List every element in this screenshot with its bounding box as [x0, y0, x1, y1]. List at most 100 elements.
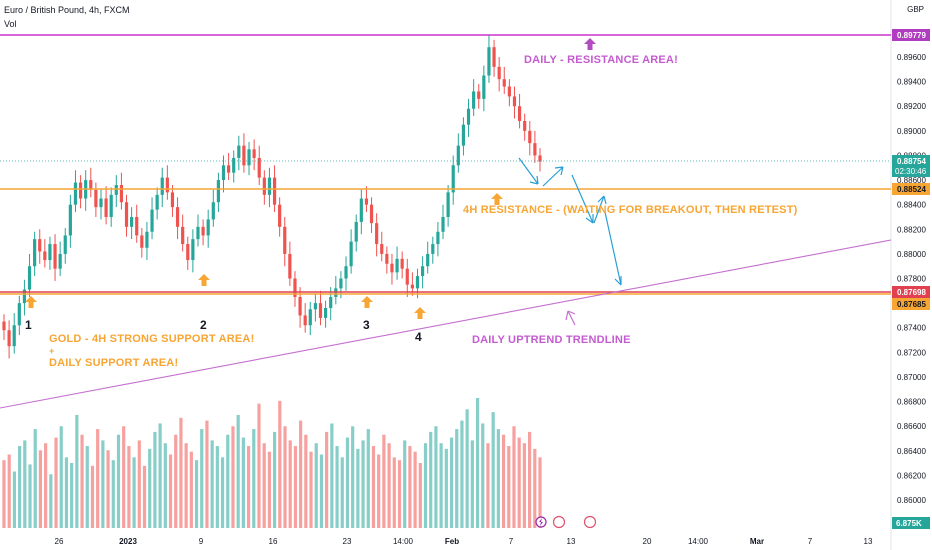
time-axis-ticks: 26 2023 9 16 23 14:00 Feb 7 13 20 14:00 Mar 7 13 — [55, 537, 873, 546]
volume-bar — [210, 440, 214, 528]
volume-bar — [7, 454, 11, 528]
touch-label-1: 1 — [25, 318, 32, 332]
candle-body — [466, 108, 471, 125]
price-tick-label: 0.86000 — [897, 496, 926, 505]
resistance-price-text: 0.89779 — [897, 31, 926, 40]
volume-bar — [314, 443, 318, 528]
daily-resistance-annotation: DAILY - RESISTANCE AREA! — [524, 54, 678, 66]
candle-body — [390, 263, 394, 273]
volume-bar — [49, 474, 53, 528]
volume-bar — [527, 431, 532, 528]
volume-bar — [481, 423, 485, 528]
up-arrow-icon — [25, 296, 37, 308]
touch-label-4: 4 — [415, 330, 422, 344]
volume-bar — [75, 414, 79, 528]
volume-bar — [241, 437, 245, 528]
volume-bar — [507, 446, 511, 528]
candle-body — [359, 198, 363, 222]
candle-body — [441, 216, 445, 232]
price-tick-label: 0.86600 — [897, 422, 926, 431]
price-tags: 0.89779 0.88754 02:30:46 0.88524 0.87698… — [892, 29, 930, 529]
volume-bar — [111, 460, 115, 528]
candle-body — [533, 143, 537, 156]
volume-bar — [371, 446, 376, 528]
price-tick-label: 0.89600 — [897, 53, 926, 62]
time-tick-label: 2023 — [119, 537, 137, 546]
volume-bar — [44, 443, 48, 528]
candle-body — [354, 221, 358, 242]
volume-bar — [153, 431, 157, 528]
volume-bar — [80, 434, 84, 528]
price-tick-label: 0.86800 — [897, 398, 926, 407]
candle-body — [135, 216, 139, 236]
candle-body — [257, 157, 261, 178]
candle-body — [451, 165, 455, 193]
time-tick-label: Mar — [750, 537, 764, 546]
touch-label-2: 2 — [200, 318, 207, 332]
price-tick-label: 0.88600 — [897, 176, 926, 185]
volume-bar — [168, 454, 173, 528]
candle-body — [528, 130, 532, 144]
candle-body — [38, 239, 42, 252]
uptrend-trendline[interactable] — [0, 239, 892, 409]
event-icons[interactable] — [535, 515, 597, 529]
candle-body — [196, 226, 200, 240]
candle-body — [165, 177, 169, 193]
current-price-text: 0.88754 — [897, 157, 926, 166]
volume-bar — [403, 440, 407, 528]
volume-bar — [283, 426, 287, 528]
volume-bar — [267, 451, 271, 528]
volume-price-tag — [892, 517, 930, 529]
volume-bar — [226, 434, 230, 528]
volume-bar — [12, 471, 17, 528]
volume-bar — [345, 437, 350, 528]
candle-body — [27, 266, 32, 290]
candle-body — [53, 244, 57, 269]
candle-body — [267, 177, 272, 195]
price-tick-label: 0.88200 — [897, 225, 926, 234]
candle-body — [252, 149, 256, 158]
volume-bar — [351, 426, 355, 528]
up-arrow-icon — [584, 38, 596, 50]
candle-body — [293, 278, 297, 297]
price-tick-label: 0.88000 — [897, 250, 926, 259]
up-arrow-icon — [361, 296, 373, 308]
support-annotation-line1: GOLD - 4H STRONG SUPPORT AREA! — [49, 333, 255, 345]
candle-body — [538, 155, 542, 162]
candle-body — [507, 86, 511, 97]
countdown-text: 02:30:46 — [895, 167, 927, 176]
support-lower-price-tag — [892, 298, 930, 310]
candle-body — [523, 121, 527, 131]
orange-arrow-icons — [25, 193, 503, 319]
up-arrow-icon — [491, 193, 503, 205]
volume-bar — [184, 443, 188, 528]
candle-body — [2, 321, 6, 331]
candle-body — [191, 239, 195, 261]
volume-bar — [252, 429, 256, 528]
volume-bar — [70, 463, 74, 528]
volume-bar — [522, 443, 526, 528]
candle-body — [339, 278, 343, 289]
volume-bar — [288, 440, 292, 528]
candle-body — [227, 165, 231, 173]
projection-arrows — [518, 157, 622, 286]
volume-bar — [2, 460, 6, 528]
volume-bar — [257, 403, 261, 528]
volume-bar — [122, 426, 126, 528]
candle-body — [502, 79, 506, 87]
volume-bar — [18, 446, 22, 528]
candle-body — [329, 296, 333, 309]
volume-bar — [179, 417, 183, 528]
volume-indicator-label: Vol — [4, 19, 17, 29]
volume-bar — [382, 434, 386, 528]
volume-bars — [2, 398, 542, 528]
volume-bar — [158, 423, 162, 528]
volume-bar — [85, 446, 89, 528]
candle-body — [517, 106, 522, 122]
volume-bar — [220, 457, 225, 528]
volume-bar — [325, 431, 329, 528]
volume-bar — [59, 426, 63, 528]
price-tick-label: 0.86400 — [897, 447, 926, 456]
lightning-event-icon — [535, 516, 547, 528]
